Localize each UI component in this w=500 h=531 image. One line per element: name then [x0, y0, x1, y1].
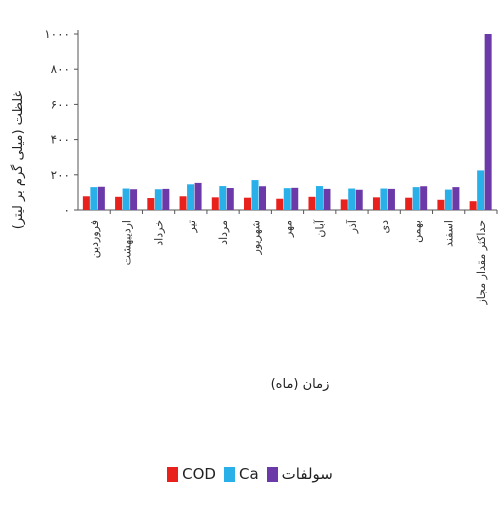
bar-ca: [187, 184, 195, 210]
bar-sulfate: [323, 188, 331, 210]
bar-cod: [211, 197, 219, 210]
axes: [74, 30, 498, 214]
x-tick-label: دی: [378, 220, 391, 234]
x-tick-label: مهر: [282, 220, 295, 238]
bar-cod: [179, 196, 187, 210]
bar-cod: [115, 196, 123, 210]
bar-sulfate: [130, 189, 138, 210]
bar-ca: [251, 180, 259, 210]
y-tick-label: ۲۰۰: [51, 168, 70, 182]
bar-sulfate: [420, 186, 428, 210]
bar-sulfate: [194, 182, 202, 210]
bar-ca: [380, 188, 388, 210]
bar-cod: [244, 197, 252, 210]
bar-sulfate: [259, 186, 267, 210]
legend: COD Ca سولفات: [0, 462, 500, 486]
bar-cod: [405, 197, 413, 210]
bar-ca: [412, 187, 420, 210]
legend-label-sulfate: سولفات: [281, 465, 333, 483]
bar-ca: [154, 189, 162, 210]
y-tick-label: ۸۰۰: [51, 62, 70, 76]
legend-swatch-ca: [224, 466, 235, 482]
bar-cod: [469, 201, 477, 210]
y-tick-label: ۰: [64, 203, 70, 217]
x-tick-label: حداکثر مقدار مجاز: [475, 220, 488, 306]
bar-ca: [444, 189, 452, 210]
y-axis-title: غلظت (میلی گرم بر لیتر): [10, 91, 26, 230]
x-tick-label: اردیبهشت: [120, 220, 133, 265]
bar-ca: [315, 186, 323, 210]
x-tick-label: خرداد: [153, 220, 166, 246]
y-tick-label: ۱۰۰۰: [44, 27, 70, 41]
bar-ca: [90, 187, 98, 210]
bar-ca: [348, 188, 356, 210]
legend-swatch-cod: [167, 466, 179, 482]
bar-sulfate: [387, 188, 395, 210]
x-tick-label: بهمن: [410, 220, 423, 243]
legend-label-ca: Ca: [239, 465, 259, 483]
bar-sulfate: [452, 187, 460, 210]
x-tick-label: آذر: [345, 219, 359, 234]
bar-sulfate: [291, 187, 299, 210]
x-tick-label: مرداد: [217, 220, 230, 245]
bar-sulfate: [226, 188, 234, 210]
bar-ca: [122, 188, 130, 210]
bar-ca: [283, 188, 291, 210]
legend-swatch-sulfate: [266, 466, 278, 482]
bar-cod: [147, 198, 155, 210]
legend-label-cod: COD: [182, 465, 216, 483]
labels: ۰ ۲۰۰ ۴۰۰ ۶۰۰ ۸۰۰ ۱۰۰۰ فروردین اردیبهشت خرداد تیر…: [44, 27, 488, 306]
legend-item-ca: Ca: [224, 465, 259, 483]
bar-sulfate: [355, 189, 363, 210]
bar-sulfate: [484, 34, 492, 210]
bar-cod: [276, 198, 284, 210]
bars: [82, 34, 492, 210]
x-tick-label: اسفند: [443, 220, 456, 247]
y-tick-label: ۶۰۰: [51, 97, 70, 111]
legend-item-cod: COD: [167, 465, 216, 483]
x-tick-label: شهریور: [249, 220, 262, 255]
x-tick-label: آبان: [313, 219, 327, 237]
bar-sulfate: [97, 186, 105, 210]
bar-ca: [219, 186, 227, 210]
bar-sulfate: [162, 188, 170, 210]
bar-cod: [372, 197, 380, 210]
x-tick-label: فروردین: [88, 220, 101, 258]
bar-cod: [437, 199, 445, 210]
x-axis-title: زمان (ماه): [271, 377, 330, 392]
bar-ca: [477, 170, 485, 210]
bar-cod: [308, 196, 316, 210]
legend-item-sulfate: سولفات: [266, 465, 333, 483]
x-tick-label: تیر: [185, 220, 198, 233]
bar-cod: [340, 199, 348, 210]
bar-cod: [82, 196, 90, 210]
y-tick-label: ۴۰۰: [51, 133, 70, 147]
